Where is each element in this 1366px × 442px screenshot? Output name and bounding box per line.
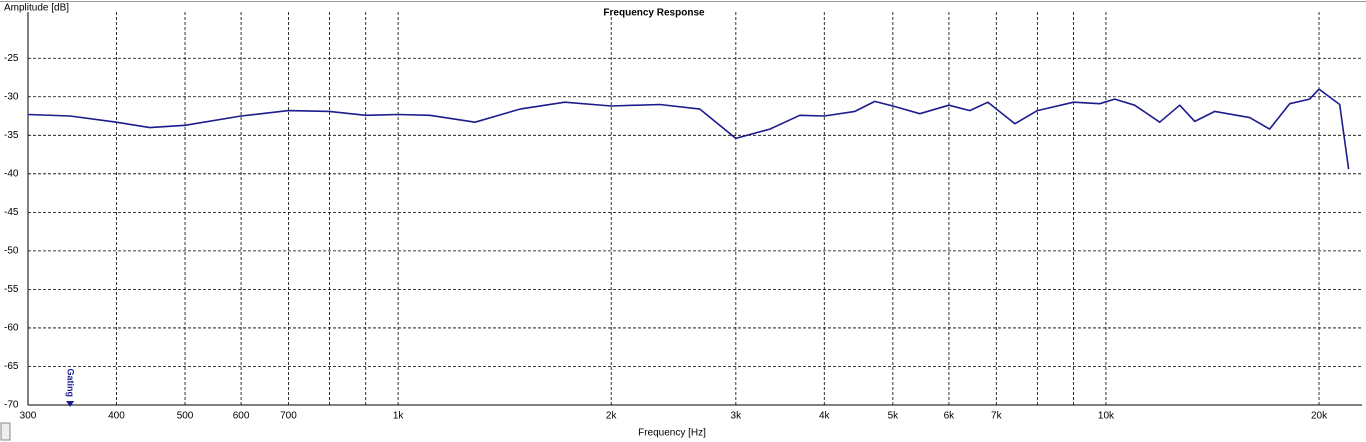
y-tick-label: -50 bbox=[4, 246, 19, 257]
gating-marker bbox=[66, 401, 75, 407]
response-line bbox=[27, 88, 1350, 170]
y-tick-label: -40 bbox=[4, 168, 19, 179]
x-tick-label: 4k bbox=[819, 411, 831, 422]
x-tick-label: 20k bbox=[1311, 411, 1328, 422]
x-tick-label: 7k bbox=[991, 411, 1003, 422]
x-tick-label: 500 bbox=[177, 411, 194, 422]
y-tick-label: -60 bbox=[4, 323, 19, 334]
y-tick-label: -30 bbox=[4, 91, 19, 102]
x-tick-label: 5k bbox=[888, 411, 900, 422]
x-tick-label: 3k bbox=[731, 411, 743, 422]
y-tick-label: -45 bbox=[4, 207, 19, 218]
y-tick-label: -55 bbox=[4, 284, 19, 295]
y-tick-label: -65 bbox=[4, 361, 19, 372]
annotation: Gating bbox=[66, 369, 76, 398]
x-axis-label: Frequency [Hz] bbox=[638, 428, 706, 439]
chart-title: Frequency Response bbox=[603, 8, 705, 19]
x-tick-label: 400 bbox=[108, 411, 125, 422]
x-tick-label: 10k bbox=[1098, 411, 1115, 422]
scroll-button[interactable] bbox=[0, 422, 11, 441]
y-axis-label: Amplitude [dB] bbox=[4, 3, 69, 14]
y-tick-label: -70 bbox=[4, 400, 19, 411]
y-tick-label: -35 bbox=[4, 130, 19, 141]
x-tick-label: 6k bbox=[944, 411, 956, 422]
x-tick-label: 700 bbox=[280, 411, 297, 422]
x-tick-label: 1k bbox=[393, 411, 405, 422]
x-tick-label: 300 bbox=[20, 411, 37, 422]
x-tick-label: 600 bbox=[233, 411, 250, 422]
x-tick-label: 2k bbox=[606, 411, 618, 422]
y-tick-label: -25 bbox=[4, 53, 19, 64]
